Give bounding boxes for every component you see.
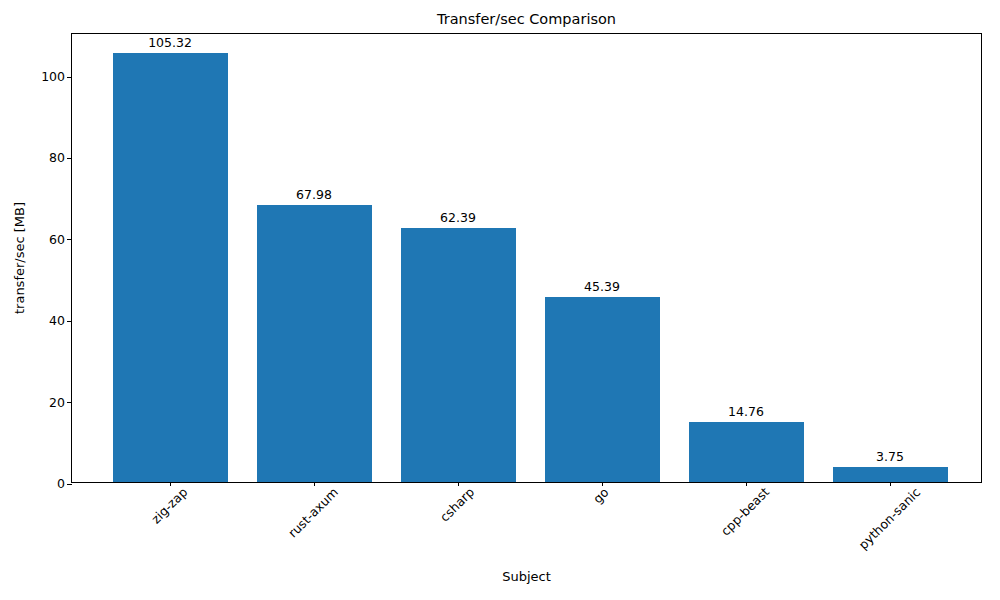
plot-area: 105.3267.9862.3945.3914.763.750204060801… [71,33,982,483]
bar [689,422,804,482]
bar [257,205,372,482]
bar-value-label: 105.32 [113,35,228,50]
x-tick-mark [890,482,891,486]
y-tick-label: 100 [41,69,65,85]
y-axis-label: transfer/sec [MB] [12,202,27,314]
y-tick-mark [67,158,72,159]
x-tick-mark [458,482,459,486]
bar-value-label: 67.98 [257,187,372,202]
y-tick-label: 40 [49,313,65,329]
x-tick-label: cpp-beast [718,485,772,539]
x-tick-label: csharp [437,485,477,525]
y-tick-label: 20 [49,395,65,411]
x-tick-label: python-sanic [855,485,923,553]
bar-value-label: 14.76 [689,404,804,419]
y-tick-label: 80 [49,150,65,166]
y-tick-mark [67,77,72,78]
x-axis-label: Subject [71,569,982,584]
x-tick-label: zig-zap [148,485,190,527]
y-tick-mark [67,321,72,322]
bar-value-label: 45.39 [545,279,660,294]
bar [545,297,660,482]
bar [833,467,948,482]
x-tick-label: rust-axum [285,485,341,541]
y-tick-label: 60 [49,232,65,248]
bar [113,53,228,482]
chart-title: Transfer/sec Comparison [71,11,982,27]
y-tick-mark [67,484,72,485]
y-tick-mark [67,402,72,403]
y-tick-label: 0 [57,476,65,492]
x-tick-mark [170,482,171,486]
x-tick-label: go [590,485,612,507]
bar-value-label: 62.39 [401,210,516,225]
figure: Transfer/sec Comparison 105.32 67.98 62.39… [0,0,1000,600]
bar [401,228,516,482]
x-tick-mark [314,482,315,486]
bar-value-label: 3.75 [833,449,948,464]
y-tick-mark [67,239,72,240]
x-tick-mark [746,482,747,486]
